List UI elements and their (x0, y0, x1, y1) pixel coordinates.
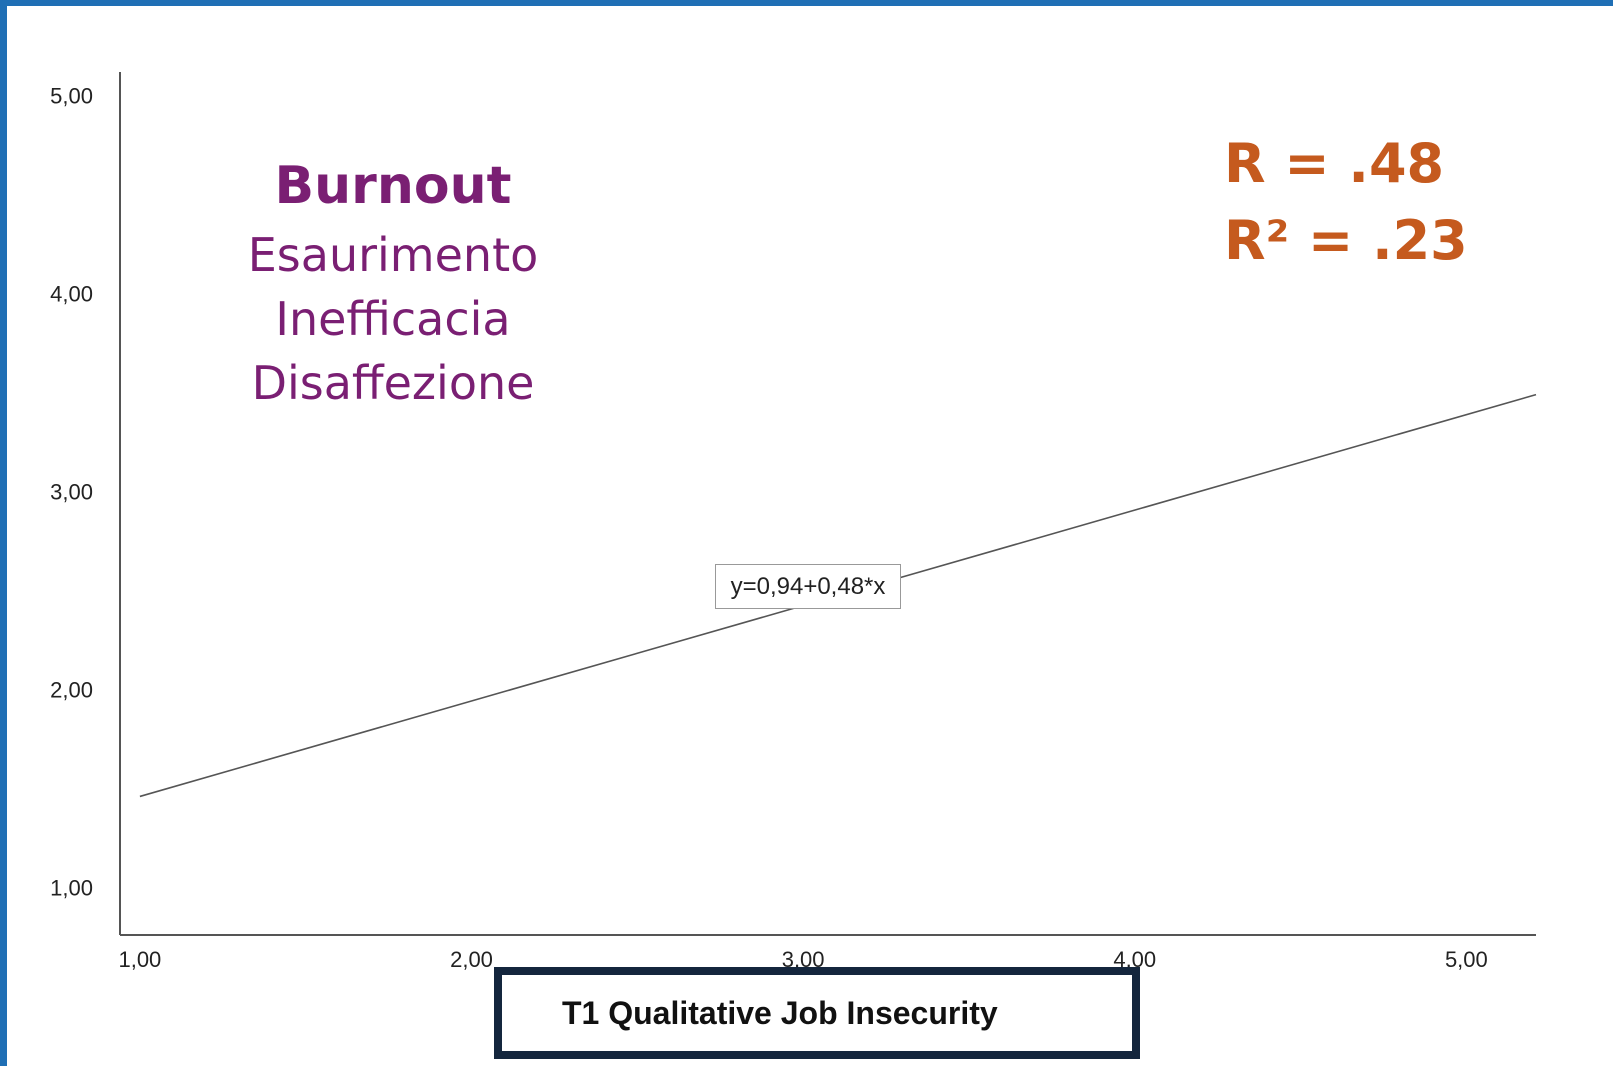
y-tick-label: 3,00 (50, 479, 93, 504)
y-tick-label: 5,00 (50, 84, 93, 109)
stat: R = .48 (1224, 132, 1445, 195)
subtitle: Disaffezione (251, 356, 535, 410)
x-tick-label: 5,00 (1445, 947, 1488, 972)
y-tick-label: 1,00 (50, 875, 93, 900)
y-tick-label: 4,00 (50, 281, 93, 306)
stat: R² = .23 (1224, 209, 1468, 272)
chart-title: Burnout (274, 156, 512, 216)
x-axis-label: T1 Qualitative Job Insecurity (494, 967, 1140, 1059)
x-tick-label: 2,00 (450, 947, 493, 972)
y-tick-label: 2,00 (50, 677, 93, 702)
x-tick-label: 1,00 (118, 947, 161, 972)
subtitle: Inefficacia (275, 292, 511, 346)
frame: 1,00 2,00 3,00 4,00 5,00 1,00 2,00 3,00 4,00 5,00… (7, 6, 1613, 1066)
equation-label: y=0,94+0,48*x (715, 564, 901, 609)
subtitle: Esaurimento (247, 228, 539, 282)
